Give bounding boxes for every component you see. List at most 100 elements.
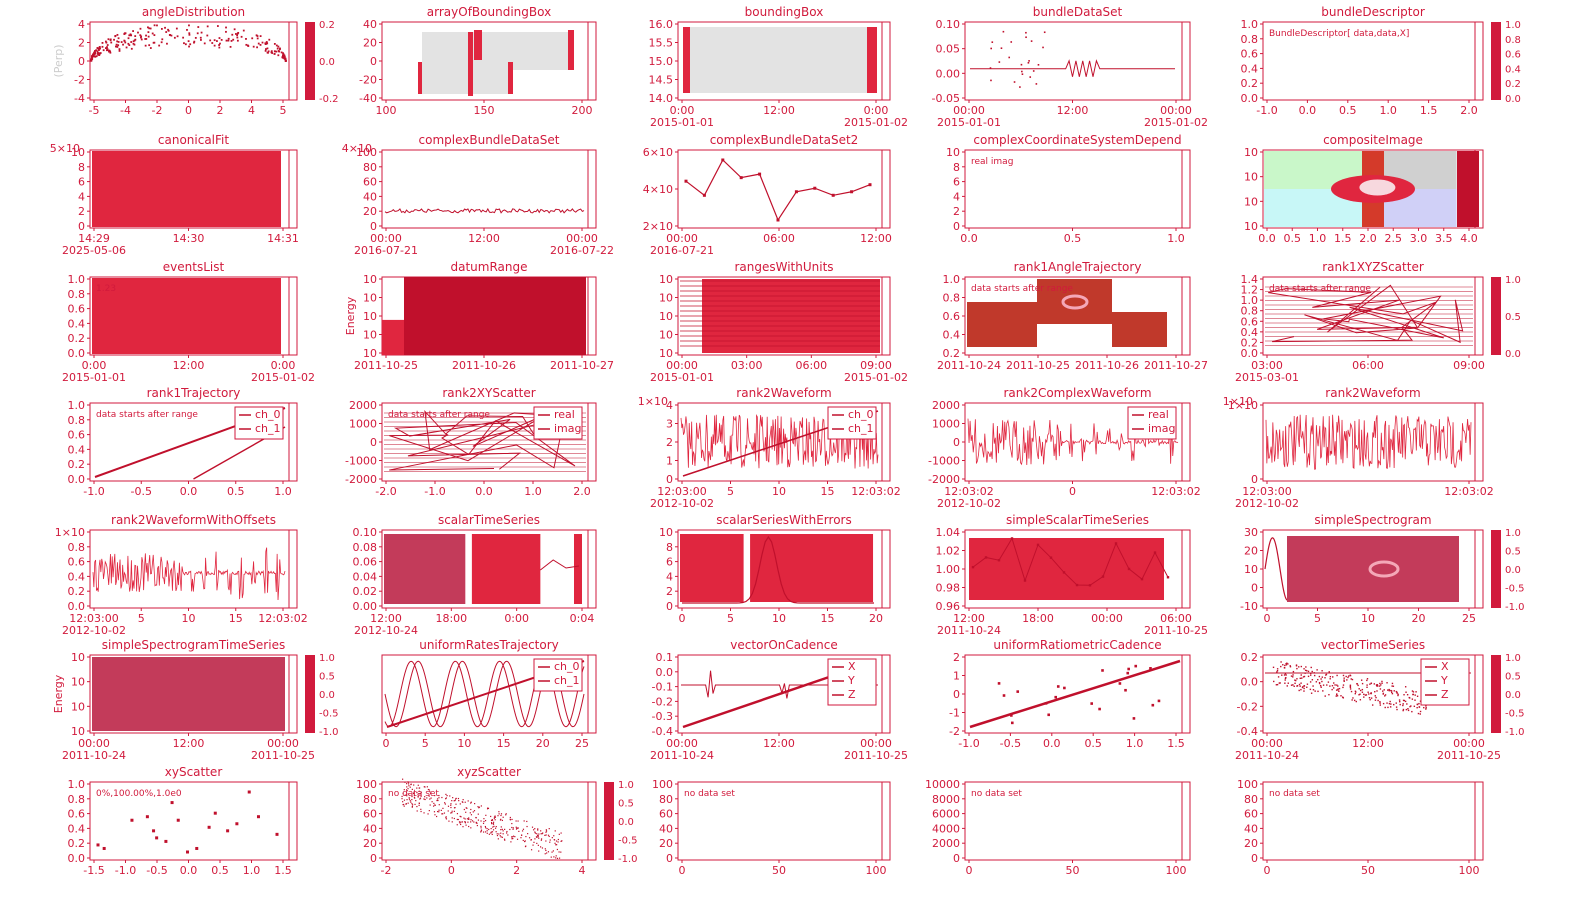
x-tick-label: 06:00 (795, 359, 827, 372)
data-point (684, 179, 688, 183)
data-point (416, 791, 418, 794)
chart-title: complexBundleDataSet2 (709, 133, 859, 147)
data-point (1381, 680, 1383, 683)
data-point (517, 820, 519, 822)
data-point (1417, 712, 1420, 715)
data-point (560, 832, 562, 834)
data-point (514, 836, 516, 838)
legend: XYZ (1420, 658, 1470, 706)
data-point (1368, 697, 1371, 699)
data-point (1343, 677, 1345, 679)
data-point (478, 807, 480, 809)
data-point (270, 50, 273, 53)
data-point (1402, 703, 1404, 705)
data-point (401, 795, 403, 798)
data-point (511, 826, 513, 829)
x-tick-label: 0:00 (271, 359, 296, 372)
data-point (1336, 674, 1338, 677)
series-line (540, 559, 579, 571)
data-point (413, 795, 415, 797)
data-point (1425, 705, 1427, 707)
y-tick-label: 0.4 (68, 443, 86, 456)
data-point (231, 33, 234, 36)
data-point (1379, 704, 1382, 706)
data-point (1399, 700, 1401, 703)
y-tick-label: 40 (363, 190, 377, 203)
data-point (402, 792, 404, 795)
y-tick-label: -2000 (345, 473, 377, 486)
colorbar-label: 0.4 (1505, 64, 1521, 75)
data-point (94, 50, 96, 52)
data-point (511, 822, 513, 825)
data-point (1311, 679, 1314, 681)
data-point (501, 828, 503, 830)
x-tick-label: 100 (1166, 864, 1187, 877)
data-point (137, 31, 139, 34)
data-point (1047, 713, 1050, 717)
plot-frame (964, 21, 1191, 101)
data-point (493, 817, 495, 819)
data-point (1305, 666, 1307, 668)
data-point (1303, 684, 1305, 687)
y-tick-label: -4 (74, 92, 85, 105)
data-point (1375, 684, 1378, 686)
data-point (1044, 702, 1048, 705)
data-point (511, 818, 513, 821)
data-point (1382, 690, 1384, 692)
x-tick-label: 0 (1264, 612, 1271, 625)
data-point (1300, 665, 1303, 668)
data-point (1292, 676, 1294, 678)
data-point (551, 837, 553, 839)
y-tick-label: 0.4 (68, 822, 86, 835)
data-point (1284, 673, 1287, 675)
data-point (403, 799, 406, 801)
data-point (195, 846, 199, 850)
data-point (284, 59, 287, 62)
plot-area: BundleDescriptor[ data,data,X]1.00.80.60… (1241, 18, 1521, 117)
data-bar (92, 278, 281, 354)
data-point (1375, 685, 1378, 687)
x-tick-label: 00:00 (666, 737, 698, 750)
data-point (124, 41, 127, 44)
y-tick-label: 0.4 (68, 317, 86, 330)
data-point (282, 52, 284, 55)
chart-title: complexBundleDataSet (418, 133, 560, 147)
colorbar-label: 1.0 (1505, 653, 1521, 664)
data-point (106, 44, 109, 46)
data-point (411, 804, 414, 806)
data-point (1283, 674, 1286, 676)
data-point (403, 805, 405, 807)
y-tick-label: 1000 (349, 418, 377, 431)
x-tick-label: 50 (772, 864, 786, 877)
data-point (544, 853, 546, 855)
data-point (1347, 676, 1349, 679)
y-tick-label: -2 (74, 74, 85, 87)
x-tick-label: -0.5 (131, 485, 152, 498)
data-point (1367, 691, 1369, 693)
x-tick-label: 10 (1361, 612, 1375, 625)
x-tick-label: 2011-10-26 (1075, 359, 1139, 372)
data-point (1349, 684, 1352, 686)
data-point (496, 833, 498, 835)
x-tick-label: 12:00 (468, 232, 500, 245)
data-bar (471, 534, 541, 604)
plot-group: 210-1-2-1.0 -0.5 0.0 0.5 1.0 1.5 (949, 651, 1191, 750)
colorbar-label: -0.5 (618, 836, 638, 847)
data-point (1300, 682, 1302, 684)
data-point (155, 836, 159, 840)
data-point (1303, 668, 1305, 670)
y-tick-label: 10000 (925, 778, 960, 791)
data-point (478, 806, 481, 808)
y-tick-label: 1.0 (943, 273, 961, 286)
data-point (510, 841, 512, 843)
data-point (1405, 691, 1407, 693)
data-point (557, 841, 559, 843)
data-point (424, 798, 426, 801)
y-tick-label: 10 (1244, 171, 1258, 184)
data-point (507, 834, 509, 836)
data-point (428, 789, 431, 791)
data-point (1010, 714, 1013, 717)
data-point (1319, 684, 1322, 687)
data-point (1287, 663, 1289, 665)
